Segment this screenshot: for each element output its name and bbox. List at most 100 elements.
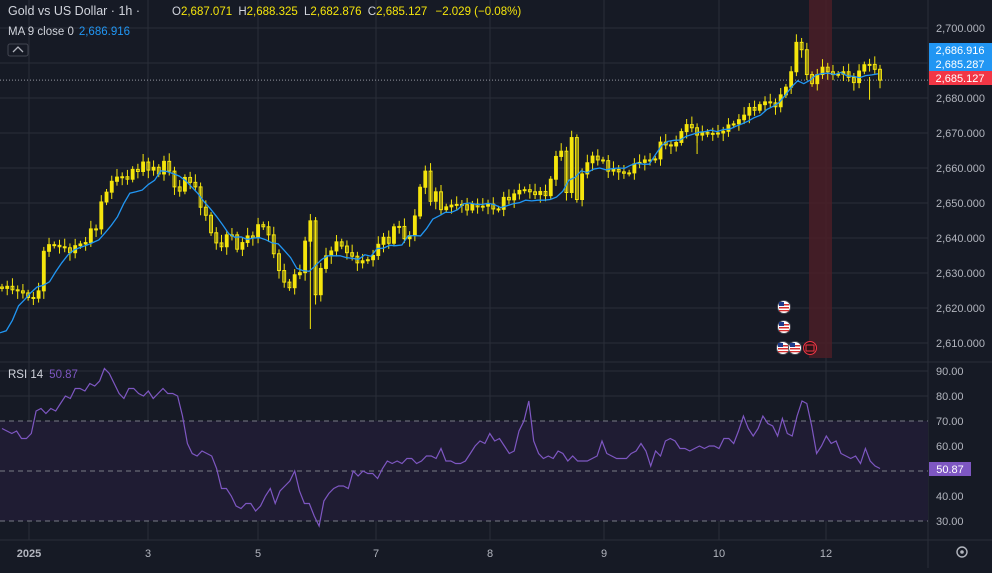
candle-layer[interactable]: [0, 34, 882, 329]
close-label: C: [368, 6, 376, 18]
candle: [569, 130, 574, 199]
price-tick-label: 2,610.000: [936, 338, 985, 350]
candle-body: [41, 250, 46, 292]
candle-body: [297, 272, 302, 276]
candle: [857, 64, 862, 89]
candle: [689, 116, 694, 133]
settings-gear-icon[interactable]: [956, 546, 968, 558]
candle: [271, 226, 276, 259]
candle: [109, 175, 114, 199]
candle: [397, 220, 402, 234]
symbol-title[interactable]: Gold vs US Dollar · 1h ·: [8, 4, 140, 18]
candle-body: [402, 225, 407, 240]
candle-body: [653, 158, 658, 161]
candle-body: [214, 232, 219, 244]
candle: [878, 64, 882, 89]
candle: [580, 168, 585, 207]
candle: [768, 93, 773, 108]
time-axis[interactable]: 2025 3 5 7 8 9 10 12: [17, 548, 832, 560]
candle: [669, 140, 673, 154]
rsi-line: [1, 367, 881, 528]
candle-body: [522, 189, 527, 192]
candle: [872, 56, 877, 74]
candle-body: [538, 190, 543, 196]
candle: [700, 125, 705, 141]
ma-value: 2,686.916: [79, 26, 130, 38]
candle: [867, 58, 872, 72]
candle-body: [846, 71, 851, 78]
collapse-legend-button[interactable]: [7, 43, 29, 57]
candle: [627, 169, 632, 177]
candle: [527, 184, 532, 199]
candle-body: [94, 228, 99, 231]
candle-body: [0, 286, 4, 289]
candle-body: [815, 74, 820, 85]
candle: [62, 238, 67, 253]
candle: [282, 263, 287, 288]
candle-body: [480, 205, 485, 208]
candle-body: [642, 159, 647, 163]
candle-body: [203, 206, 208, 216]
candle: [5, 280, 10, 296]
candle: [355, 251, 360, 271]
candle: [88, 220, 93, 247]
time-tick-label: 12: [820, 548, 832, 560]
candle-body: [392, 226, 396, 244]
candle: [658, 136, 663, 166]
candle: [543, 184, 548, 202]
us-flag-icon[interactable]: [776, 341, 790, 355]
candle-body: [277, 253, 281, 272]
candle-body: [574, 137, 579, 201]
candle: [115, 169, 119, 186]
us-flag-icon[interactable]: [777, 320, 791, 334]
time-tick-label: 3: [145, 548, 151, 560]
candle-body: [454, 203, 459, 206]
event-icons[interactable]: [776, 300, 817, 355]
candle-body: [836, 73, 841, 76]
candle: [475, 198, 480, 214]
rsi-legend[interactable]: RSI 14 50.87: [8, 369, 78, 381]
candle: [554, 150, 558, 187]
candle-body: [621, 171, 626, 174]
rsi-legend-value: 50.87: [49, 369, 78, 381]
candle-body: [710, 132, 715, 135]
candle-body: [867, 63, 872, 66]
candle-body: [62, 246, 67, 249]
price-tick-label: 2,680.000: [936, 93, 985, 105]
candle: [684, 119, 689, 139]
us-flag-icon[interactable]: [777, 300, 791, 314]
candle: [794, 34, 799, 77]
symbol-legend: Gold vs US Dollar · 1h · O2,687.071 H2,6…: [7, 4, 521, 381]
last-price-tag-text: 2,685.127: [936, 73, 985, 85]
candle-body: [684, 124, 689, 133]
candle-body: [141, 161, 146, 173]
candle-body: [52, 244, 57, 247]
candle: [256, 217, 261, 244]
candle-body: [872, 63, 877, 70]
high-price-tag-text: 2,685.287: [936, 59, 985, 71]
candle: [198, 182, 203, 216]
candle-body: [554, 155, 558, 180]
candle-body: [742, 114, 747, 121]
candle: [674, 135, 679, 152]
calendar-icon[interactable]: [803, 341, 817, 355]
candle-body: [632, 163, 637, 174]
us-flag-icon[interactable]: [788, 341, 802, 355]
candle: [632, 158, 637, 180]
candle: [637, 154, 642, 169]
candle: [83, 236, 88, 251]
candle-body: [862, 64, 867, 72]
candle-body: [31, 297, 36, 299]
price-axis[interactable]: 2,610.000 2,620.000 2,630.000 2,640.000 2,65…: [936, 23, 985, 528]
candle: [621, 165, 626, 179]
price-tick-label: 2,700.000: [936, 23, 985, 35]
rsi-value-tag: [929, 462, 971, 476]
candle-body: [627, 172, 632, 175]
candle-body: [235, 234, 240, 250]
candle-body: [381, 236, 386, 245]
candle-body: [517, 189, 522, 195]
candle: [517, 183, 522, 200]
ma-legend[interactable]: MA 9 close 0 2,686.916: [8, 26, 130, 38]
